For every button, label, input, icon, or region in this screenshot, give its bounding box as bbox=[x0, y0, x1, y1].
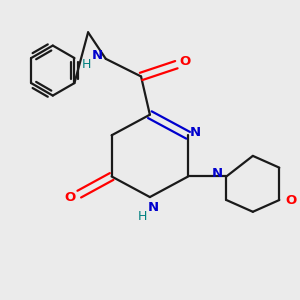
Text: N: N bbox=[147, 201, 158, 214]
Text: O: O bbox=[65, 190, 76, 204]
Text: N: N bbox=[92, 50, 103, 62]
Text: H: H bbox=[82, 58, 91, 70]
Text: O: O bbox=[286, 194, 297, 206]
Text: H: H bbox=[138, 210, 147, 223]
Text: O: O bbox=[180, 55, 191, 68]
Text: N: N bbox=[190, 126, 201, 139]
Text: N: N bbox=[212, 167, 223, 180]
